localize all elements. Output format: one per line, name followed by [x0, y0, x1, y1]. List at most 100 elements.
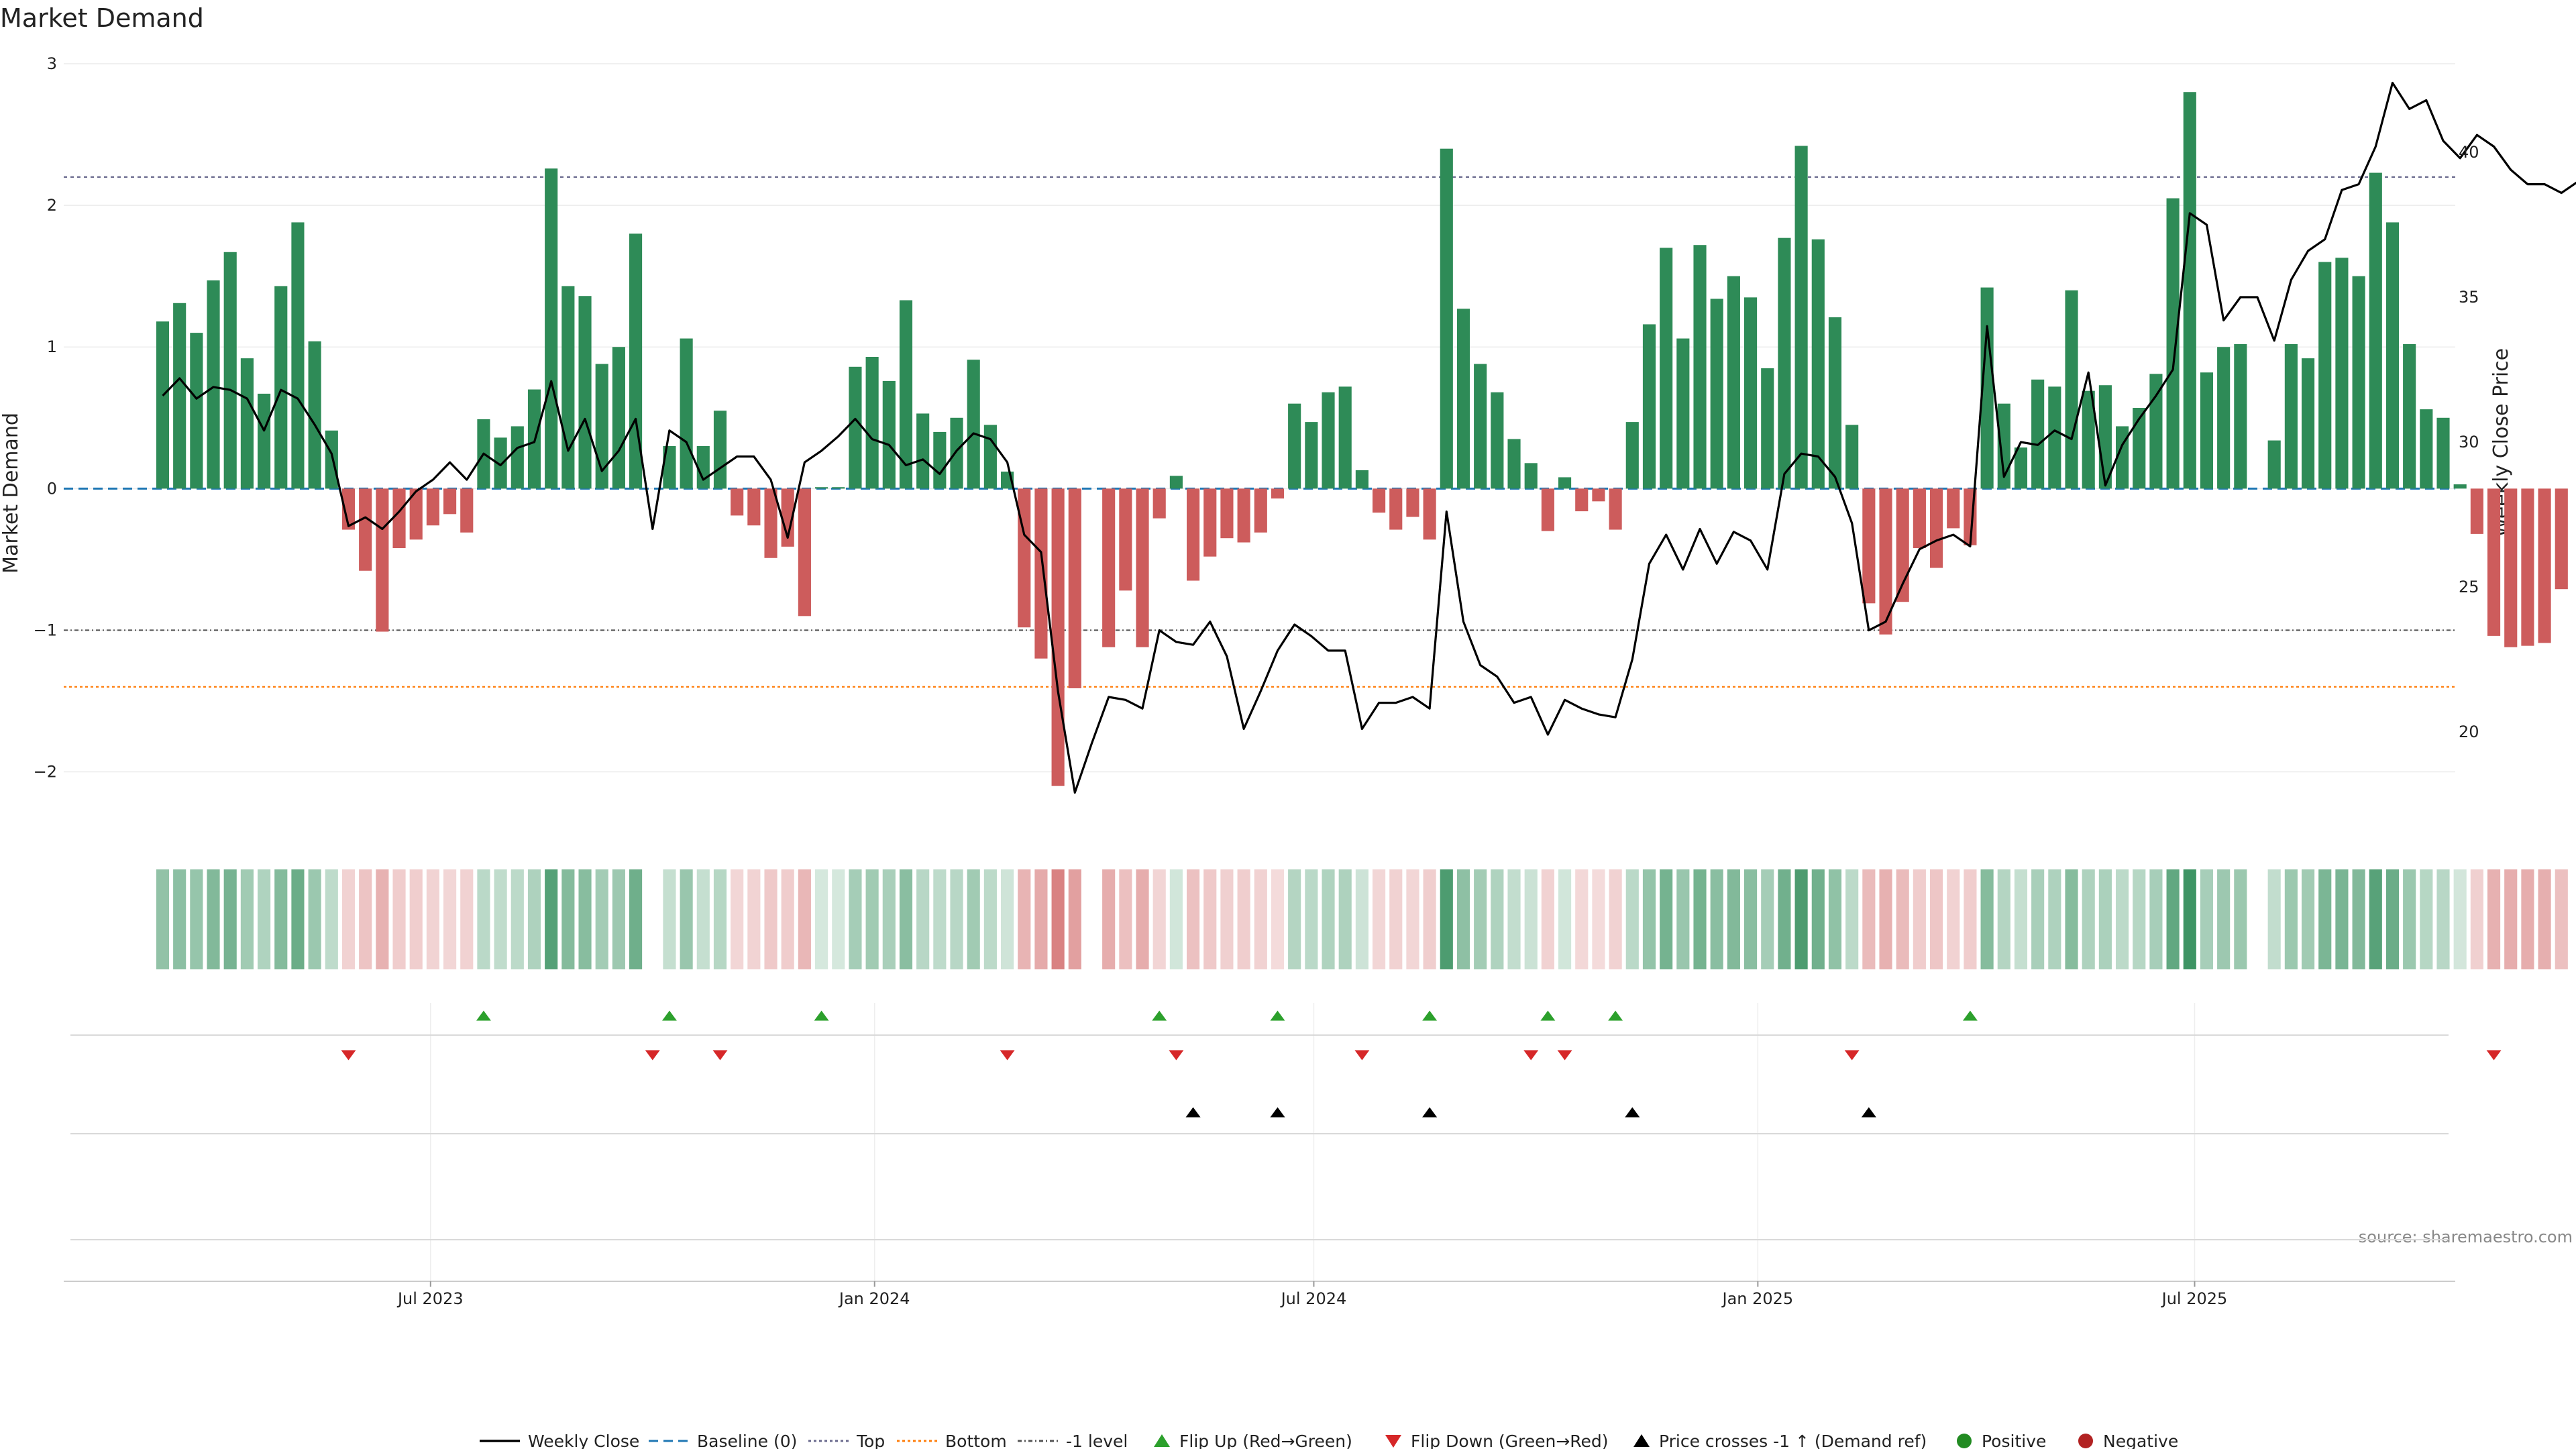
- positive-demand-bar: [1727, 276, 1740, 489]
- positive-demand-bar: [1642, 324, 1656, 489]
- positive-demand-bar: [258, 393, 271, 489]
- positive-demand-bar: [207, 280, 220, 489]
- flip-down-marker: [645, 1050, 660, 1061]
- negative-demand-bar: [359, 488, 372, 571]
- negative-heat-cell: [443, 869, 457, 969]
- positive-heat-cell: [983, 869, 997, 969]
- grid-lines: [64, 63, 2455, 1281]
- negative-demand-bar: [1913, 488, 1926, 548]
- negative-heat-cell: [764, 869, 777, 969]
- positive-demand-bar: [1710, 299, 1723, 489]
- positive-demand-bar: [1169, 476, 1183, 489]
- positive-demand-bar: [1355, 470, 1368, 489]
- legend-item: Bottom: [897, 1432, 1007, 1449]
- negative-demand-bar: [1947, 488, 1960, 529]
- positive-heat-cell: [2133, 869, 2146, 969]
- positive-heat-cell: [2352, 869, 2365, 969]
- positive-heat-cell: [190, 869, 203, 969]
- negative-heat-cell: [1373, 869, 1386, 969]
- negative-demand-bar: [747, 488, 761, 526]
- price-cross-marker: [1422, 1107, 1438, 1118]
- positive-heat-cell: [1338, 869, 1352, 969]
- positive-heat-cell: [663, 869, 676, 969]
- positive-demand-bar: [1507, 439, 1521, 489]
- flip-up-marker: [1962, 1010, 1978, 1021]
- positive-demand-bar: [1625, 422, 1639, 489]
- positive-heat-cell: [1660, 869, 1673, 969]
- negative-heat-cell: [798, 869, 811, 969]
- positive-heat-cell: [2149, 869, 2163, 969]
- y-tick-label: 0: [47, 479, 57, 498]
- positive-heat-cell: [1474, 869, 1487, 969]
- positive-heat-cell: [511, 869, 524, 969]
- negative-heat-cell: [1406, 869, 1419, 969]
- positive-heat-cell: [1524, 869, 1538, 969]
- legend-label: Negative: [2103, 1432, 2178, 1449]
- negative-demand-bar: [1575, 488, 1589, 512]
- positive-heat-cell: [899, 869, 913, 969]
- positive-demand-bar: [2014, 447, 2028, 489]
- negative-demand-bar: [1373, 488, 1386, 513]
- positive-demand-bar: [1322, 392, 1335, 489]
- positive-demand-bar: [899, 300, 913, 489]
- negative-demand-bar: [798, 488, 811, 616]
- negative-demand-bar: [1389, 488, 1403, 530]
- negative-heat-cell: [1237, 869, 1250, 969]
- positive-heat-cell: [2284, 869, 2298, 969]
- positive-demand-bar: [2166, 198, 2180, 489]
- positive-demand-bar: [1305, 422, 1318, 489]
- positive-demand-bar: [1693, 245, 1707, 489]
- negative-demand-bar: [1220, 488, 1234, 539]
- positive-demand-bar: [494, 437, 507, 489]
- positive-demand-bar: [663, 446, 676, 489]
- positive-demand-bar: [2369, 172, 2382, 489]
- negative-heat-cell: [1102, 869, 1116, 969]
- flip-up-marker: [1608, 1010, 1623, 1021]
- negative-heat-cell: [2555, 869, 2568, 969]
- positive-heat-cell: [815, 869, 828, 969]
- negative-heat-cell: [1018, 869, 1031, 969]
- x-tick-label: Jul 2025: [2161, 1289, 2228, 1308]
- weekly-close-series: [162, 81, 2576, 794]
- flip-up-marker: [1270, 1010, 1285, 1021]
- positive-heat-cell: [2335, 869, 2349, 969]
- legend-item: Price crosses -1 ↑ (Demand ref): [1633, 1432, 1927, 1449]
- legend-swatch-triangle-up: [1154, 1434, 1170, 1447]
- negative-heat-cell: [747, 869, 761, 969]
- positive-demand-bar: [325, 430, 338, 489]
- positive-demand-bar: [933, 431, 947, 489]
- flip-down-marker: [1523, 1050, 1539, 1061]
- positive-heat-cell: [2436, 869, 2450, 969]
- legend-item: Baseline (0): [649, 1432, 797, 1449]
- y-axis-label: Market Demand: [0, 413, 23, 574]
- positive-demand-bar: [1491, 392, 1504, 489]
- positive-heat-cell: [1811, 869, 1825, 969]
- positive-heat-cell: [1491, 869, 1504, 969]
- negative-heat-cell: [1389, 869, 1403, 969]
- positive-demand-bar: [2183, 92, 2196, 489]
- negative-heat-cell: [1220, 869, 1234, 969]
- y-tick-label: 1: [47, 337, 57, 356]
- positive-demand-bar: [680, 338, 693, 489]
- positive-demand-bar: [1440, 148, 1453, 489]
- positive-demand-bar: [882, 380, 896, 489]
- negative-demand-bar: [1879, 488, 1892, 635]
- positive-heat-cell: [1642, 869, 1656, 969]
- negative-demand-bar: [1541, 488, 1554, 531]
- negative-heat-cell: [1034, 869, 1048, 969]
- positive-heat-cell: [680, 869, 693, 969]
- positive-demand-bar: [1794, 146, 1808, 489]
- negative-heat-cell: [460, 869, 474, 969]
- positive-demand-bar: [1828, 317, 1842, 489]
- negative-heat-cell: [376, 869, 389, 969]
- negative-heat-cell: [1423, 869, 1436, 969]
- legend-label: Positive: [1982, 1432, 2046, 1449]
- positive-heat-cell: [207, 869, 220, 969]
- demand-bars: [156, 92, 2568, 786]
- positive-demand-bar: [561, 286, 575, 489]
- positive-heat-cell: [696, 869, 710, 969]
- negative-heat-cell: [392, 869, 406, 969]
- positive-demand-bar: [156, 321, 170, 489]
- positive-demand-bar: [1558, 477, 1572, 489]
- positive-demand-bar: [2403, 344, 2416, 489]
